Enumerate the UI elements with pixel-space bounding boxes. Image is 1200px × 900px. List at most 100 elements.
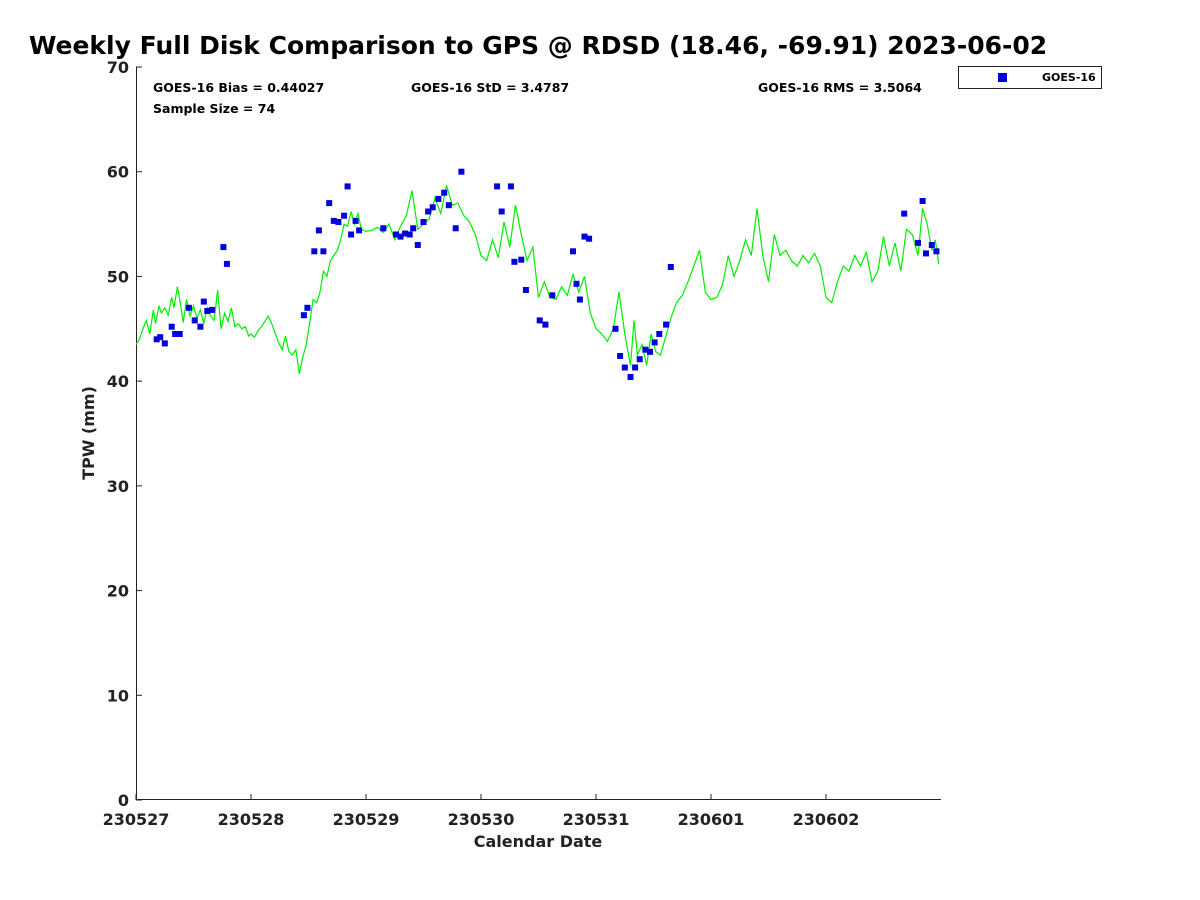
data-point [636, 356, 643, 363]
x-axis-label: Calendar Date [474, 832, 603, 851]
data-point [397, 233, 404, 240]
data-point [452, 225, 459, 232]
data-point [542, 321, 549, 328]
sample-size-stat: Sample Size = 74 [153, 101, 275, 116]
y-axis-label: TPW (mm) [79, 386, 98, 480]
data-point [663, 321, 670, 328]
y-tick-label-70: 70 [107, 58, 129, 77]
std-stat: GOES-16 StD = 3.4787 [411, 80, 569, 95]
data-point [494, 183, 501, 190]
y-tick-label-10: 10 [107, 686, 129, 705]
data-point [458, 168, 465, 175]
data-point [656, 331, 663, 337]
data-point [617, 353, 624, 359]
data-point [168, 323, 175, 330]
data-point [647, 348, 653, 355]
data-point [402, 230, 409, 237]
data-point [330, 217, 337, 224]
data-point [176, 331, 183, 337]
y-tick-label-60: 60 [107, 163, 129, 182]
data-point [919, 198, 926, 204]
data-point [348, 231, 355, 238]
data-point [915, 239, 921, 246]
data-point [498, 208, 505, 215]
data-point [923, 250, 929, 257]
data-point [507, 183, 514, 190]
data-point [632, 364, 639, 371]
data-point [311, 248, 318, 255]
data-point [901, 210, 908, 217]
data-point [380, 225, 387, 232]
data-point [335, 219, 342, 225]
data-point [356, 227, 363, 234]
y-tick-label-40: 40 [107, 372, 129, 391]
bias-stat: GOES-16 Bias = 0.44027 [153, 80, 324, 95]
y-ticks: 0 10 20 30 40 50 60 70 [107, 58, 142, 810]
data-point [441, 189, 448, 196]
data-point [406, 231, 413, 238]
rms-stat: GOES-16 RMS = 3.5064 [758, 80, 922, 95]
data-point [304, 304, 311, 311]
data-point [200, 298, 207, 305]
x-tick-label-230601: 230601 [678, 810, 745, 829]
data-point [185, 304, 192, 311]
data-point [344, 183, 351, 190]
data-point [435, 195, 442, 202]
y-tick-label-20: 20 [107, 582, 129, 601]
goes-series-points [153, 168, 940, 380]
data-point [172, 331, 179, 337]
data-point [392, 231, 399, 238]
y-tick-label-50: 50 [107, 267, 129, 286]
data-point [223, 260, 230, 267]
legend-label-goes-16: GOES-16 [1042, 71, 1096, 84]
y-tick-label-30: 30 [107, 477, 129, 496]
data-point [352, 217, 359, 224]
x-tick-label-230527: 230527 [103, 810, 170, 829]
data-point [420, 219, 427, 225]
data-point [157, 334, 164, 341]
data-point [161, 340, 168, 347]
data-point [153, 336, 160, 343]
x-tick-label-230529: 230529 [333, 810, 400, 829]
data-point [326, 200, 333, 207]
x-tick-label-230531: 230531 [563, 810, 630, 829]
data-point [191, 317, 198, 324]
legend: GOES-16 [958, 66, 1102, 89]
data-point [576, 296, 583, 303]
data-point [341, 212, 348, 219]
legend-marker-goes-16 [998, 73, 1007, 82]
data-point [410, 225, 417, 232]
data-point [549, 292, 556, 299]
data-point [581, 233, 588, 240]
data-point [651, 339, 658, 346]
data-point [536, 317, 543, 324]
data-point [928, 242, 935, 248]
x-tick-label-230530: 230530 [448, 810, 515, 829]
legend-box [958, 66, 1102, 89]
plot-area [135, 168, 940, 380]
gps-series-line [135, 185, 940, 374]
data-point [315, 227, 322, 234]
data-point [570, 248, 576, 255]
data-point [429, 204, 436, 211]
data-point [208, 306, 215, 313]
data-point [627, 374, 634, 380]
data-point [511, 258, 518, 265]
data-point [204, 308, 211, 314]
x-ticks: 230527 230528 230529 230530 230531 230601 2306… [103, 794, 859, 829]
axes [136, 67, 941, 800]
data-point [933, 248, 940, 255]
data-point [586, 235, 593, 242]
chart-title: Weekly Full Disk Comparison to GPS @ RDS… [29, 31, 1047, 60]
data-point [518, 256, 525, 263]
data-point [320, 248, 327, 255]
data-point [220, 244, 227, 251]
data-point [667, 264, 674, 270]
data-point [642, 346, 649, 353]
data-point [425, 208, 432, 215]
x-tick-label-230528: 230528 [218, 810, 285, 829]
data-point [612, 325, 619, 332]
data-point [300, 312, 307, 319]
y-tick-label-0: 0 [118, 791, 129, 810]
